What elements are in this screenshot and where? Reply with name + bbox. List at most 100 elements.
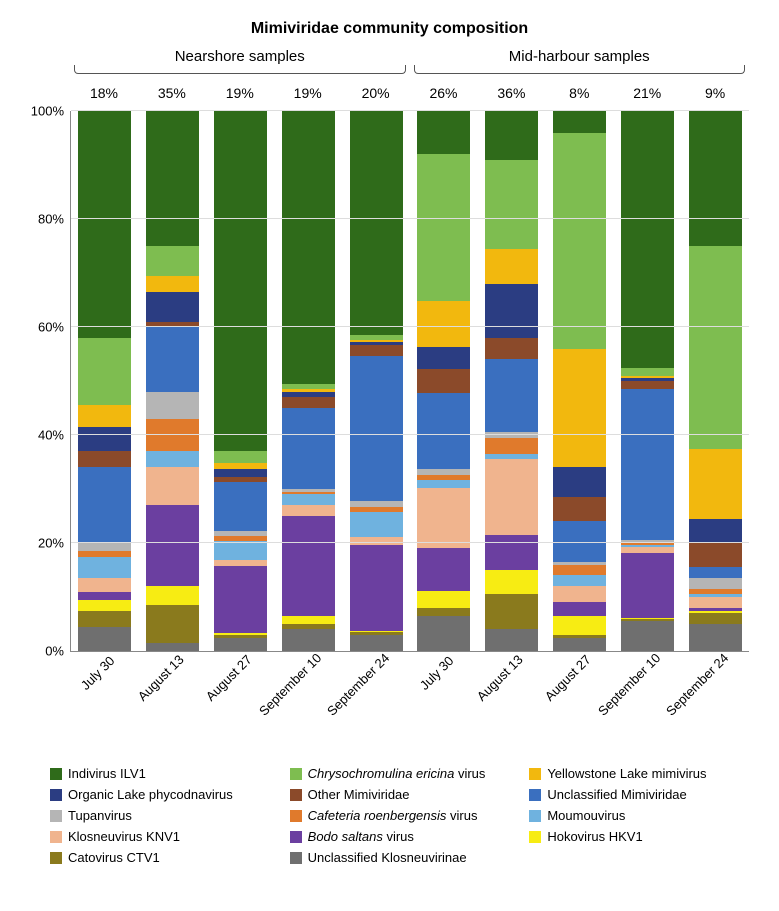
bar-segment [689,624,742,651]
bar-segment [78,611,131,627]
bar-slot [546,111,614,651]
bar-segment [146,392,199,419]
bar-segment [553,349,606,468]
gridline [71,110,749,111]
bar-segment [214,638,267,652]
bar-segment [689,543,742,567]
legend-item: Catovirus CTV1 [50,850,280,865]
x-axis: July 30August 13August 27September 10Sep… [70,656,749,756]
legend-swatch [50,852,62,864]
legend-label: Unclassified Mimiviridae [547,787,686,802]
legend-swatch [529,789,541,801]
legend-label: Klosneuvirus KNV1 [68,829,180,844]
bar-slot [410,111,478,651]
y-axis: 0%20%40%60%80%100% [20,111,70,651]
bar-segment [146,292,199,322]
bar-segment [282,629,335,651]
group-bracket [414,65,746,77]
bar-segment [417,369,470,393]
bar-segment [485,249,538,284]
bar-segment [553,586,606,602]
bar-slot [681,111,749,651]
x-tick-cell: August 13 [138,656,206,756]
top-percent-label: 20% [342,85,410,101]
legend-label: Cafeteria roenbergensis virus [308,808,478,823]
bar-segment [78,592,131,600]
bar-slot [613,111,681,651]
plot-row: 0%20%40%60%80%100% [20,111,759,652]
legend-label: Indivirus ILV1 [68,766,146,781]
legend-swatch [290,810,302,822]
legend-item: Hokovirus HKV1 [529,829,759,844]
bar-segment [78,427,131,451]
legend-label: Tupanvirus [68,808,132,823]
legend-item: Cafeteria roenbergensis virus [290,808,520,823]
group-label: Nearshore samples [70,48,410,65]
top-percent-label: 19% [206,85,274,101]
bar-segment [146,451,199,467]
bar-slot [274,111,342,651]
bar-slot [478,111,546,651]
legend: Indivirus ILV1Chrysochromulina ericina v… [50,766,759,865]
x-tick-cell: July 30 [70,656,138,756]
stacked-bar [689,111,742,651]
legend-swatch [290,768,302,780]
stacked-bar [621,111,674,651]
y-tick-label: 80% [38,212,64,227]
bar-segment [553,467,606,497]
bar-segment [350,545,403,631]
legend-swatch [529,831,541,843]
bar-slot [139,111,207,651]
legend-swatch [529,768,541,780]
stacked-bar [78,111,131,651]
bar-segment [485,594,538,629]
x-tick-label: July 30 [417,653,457,693]
bar-segment [485,629,538,651]
legend-swatch [50,810,62,822]
bar-segment [78,600,131,611]
bar-segment [417,488,470,548]
legend-swatch [290,789,302,801]
bar-segment [485,459,538,535]
x-tick-label: July 30 [78,653,118,693]
bar-segment [282,505,335,516]
bar-segment [553,638,606,652]
bar-segment [146,419,199,451]
bar-segment [146,327,199,392]
bar-segment [621,111,674,368]
bar-segment [689,578,742,589]
legend-item: Klosneuvirus KNV1 [50,829,280,844]
bar-segment [689,519,742,543]
bar-segment [621,389,674,540]
bar-segment [214,541,267,560]
bar-segment [282,616,335,624]
bar-segment [689,567,742,578]
bars-container [71,111,749,651]
x-tick-cell: September 24 [342,656,410,756]
legend-item: Unclassified Mimiviridae [529,787,759,802]
bar-segment [78,111,131,338]
bar-segment [485,111,538,160]
bar-segment [350,512,403,536]
bar-segment [146,276,199,292]
top-percent-label: 18% [70,85,138,101]
bar-segment [78,578,131,592]
y-tick-label: 20% [38,536,64,551]
legend-item: Organic Lake phycodnavirus [50,787,280,802]
legend-swatch [529,810,541,822]
bar-segment [553,133,606,349]
plot-area [70,111,749,652]
bar-segment [689,449,742,519]
bar-segment [350,111,403,335]
legend-label: Unclassified Klosneuvirinae [308,850,467,865]
bar-segment [553,565,606,576]
bar-segment [417,154,470,301]
bar-slot [71,111,139,651]
bar-segment [485,284,538,338]
bar-segment [78,627,131,651]
chart-container: Mimiviridae community composition Nearsh… [20,20,759,865]
bar-segment [350,635,403,651]
top-percent-label: 9% [681,85,749,101]
y-tick-label: 40% [38,428,64,443]
bar-segment [282,111,335,384]
